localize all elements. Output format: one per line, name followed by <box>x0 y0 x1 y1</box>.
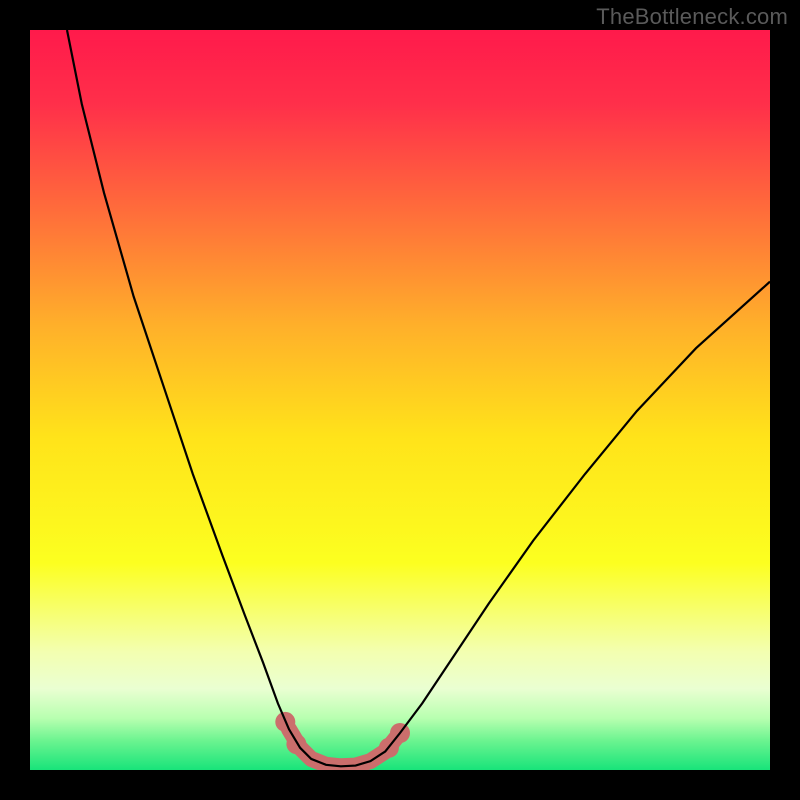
bottleneck-curve-chart <box>0 0 800 800</box>
chart-container: TheBottleneck.com <box>0 0 800 800</box>
watermark-text: TheBottleneck.com <box>596 4 788 30</box>
